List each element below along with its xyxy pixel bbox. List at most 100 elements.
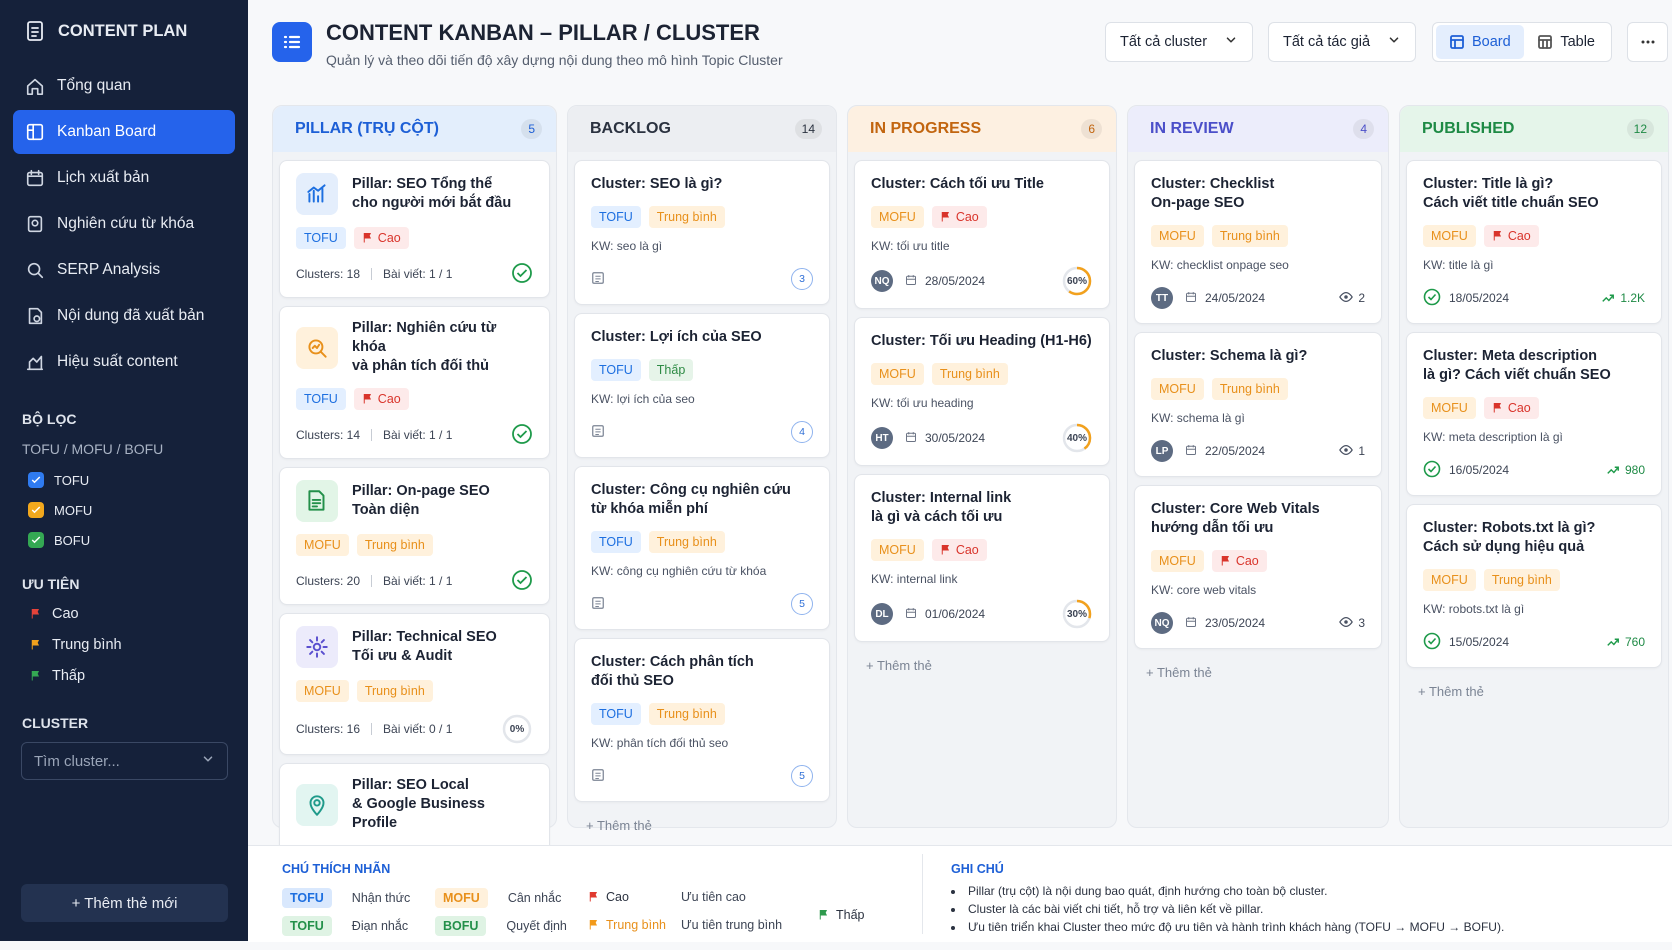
legend-item: TOFU Nhận thức	[282, 888, 410, 908]
checkbox[interactable]	[28, 502, 44, 518]
funnel-filter[interactable]: MOFU	[28, 502, 92, 518]
legend-text: Ưu tiên cao	[681, 890, 746, 904]
kanban-card[interactable]: Cluster: Checklist On-page SEO MOFU Trung …	[1134, 160, 1382, 324]
add-card[interactable]: + Thêm thẻ	[866, 658, 932, 673]
cluster-search[interactable]: Tìm cluster...	[21, 742, 228, 780]
tag: Cao	[931, 539, 987, 561]
kanban-card[interactable]: Cluster: SEO là gì? TOFU Trung bình KW: seo…	[574, 160, 830, 305]
icon	[1538, 35, 1553, 49]
add-card[interactable]: + Thêm thẻ	[1146, 665, 1212, 680]
icon	[31, 536, 41, 544]
ring	[1062, 423, 1092, 453]
card-title: Cluster: Checklist On-page SEO	[1151, 176, 1275, 211]
column-count: 6	[1081, 119, 1102, 139]
card-title: Pillar: SEO Tổng thể cho người mới bắt đ…	[352, 176, 512, 211]
dropdown-label: Tất cả tác giả	[1283, 34, 1371, 50]
card-footer: 4	[591, 418, 813, 446]
tag-label: MOFU	[1159, 382, 1196, 396]
tag-label: MOFU	[1431, 401, 1468, 415]
nav-item[interactable]: Hiệu suất content	[13, 340, 235, 384]
kanban-card[interactable]: Cluster: Lợi ích của SEO TOFU Thấp KW: lợi …	[574, 313, 830, 458]
filter-dropdown[interactable]: Tất cả cluster	[1105, 22, 1253, 62]
nav-item[interactable]: Lịch xuất bản	[13, 156, 235, 200]
card-title: Cluster: Core Web Vitals hướng dẫn tối ư…	[1151, 501, 1320, 536]
checkbox[interactable]	[28, 532, 44, 548]
tag-label: Cao	[1235, 554, 1259, 568]
tag-label: Trung bình	[1219, 382, 1280, 396]
add-card-button[interactable]: + Thêm thẻ mới	[21, 884, 228, 922]
progress-ring: 60%	[1061, 265, 1093, 297]
icon	[1226, 37, 1236, 43]
column-count: 14	[794, 119, 822, 139]
add-card[interactable]: + Thêm thẻ	[1418, 684, 1484, 699]
note-item: Cluster là các bài viết chi tiết, hỗ trợ…	[951, 902, 1263, 916]
funnel-filter[interactable]: TOFU	[28, 472, 89, 488]
icon	[512, 262, 532, 283]
icon	[589, 920, 598, 930]
tag-label: Trung bình	[364, 538, 425, 552]
kanban-card[interactable]: Cluster: Cách phân tích đối thủ SEO TOFU T…	[574, 638, 830, 802]
more-button[interactable]	[1627, 22, 1668, 62]
tag: Cao	[1211, 550, 1267, 572]
tag: MOFU	[1151, 550, 1204, 572]
kanban-card[interactable]: Cluster: Internal link là gì và cách tối…	[854, 474, 1110, 642]
tag: TOFU	[591, 206, 641, 228]
view-button[interactable]: Table	[1524, 25, 1608, 59]
header-icon	[272, 22, 312, 62]
priority-filter[interactable]: Trung bình	[30, 637, 122, 653]
card-tags: MOFU Trung bình	[871, 363, 1093, 385]
kanban-card[interactable]: Pillar: On-page SEO Toàn diện MOFU Trung b…	[279, 467, 550, 605]
pillar-icon	[296, 626, 338, 668]
cluster-count: Clusters: 18	[296, 267, 361, 281]
tag: TOFU	[591, 531, 641, 553]
card-date: 30/05/2024	[925, 431, 986, 445]
kanban-card[interactable]: Cluster: Công cụ nghiên cứu từ khóa miễn…	[574, 466, 830, 630]
nav-item[interactable]: Nội dung đã xuất bản	[13, 294, 235, 338]
footer-right: 3	[1339, 615, 1365, 632]
kanban-card[interactable]: Pillar: Technical SEO Tối ưu & Audit MOFU…	[279, 613, 550, 755]
legend-tag-label: Trung bình	[606, 918, 666, 932]
kanban-card[interactable]: Pillar: Nghiên cứu từ khóa và phân tích …	[279, 306, 550, 459]
priority-filter[interactable]: Cao	[30, 606, 79, 622]
tag-label: Trung bình	[656, 210, 717, 224]
funnel-filter[interactable]: BOFU	[28, 532, 90, 548]
nav-item[interactable]: Nghiên cứu từ khóa	[13, 202, 235, 246]
nav-item[interactable]: Kanban Board	[13, 110, 235, 154]
kanban-column: PUBLISHED 12 Cluster: Title là gì? Cách vi…	[1399, 105, 1669, 828]
card-head: Pillar: Technical SEO Tối ưu & Audit	[296, 626, 533, 668]
tag-label: TOFU	[599, 707, 633, 721]
kanban-column: PILLAR (TRỤ CỘT) 5 Pillar: SEO Tổng thể ch…	[272, 105, 557, 942]
card-head: Pillar: SEO Tổng thể cho người mới bắt đ…	[296, 173, 533, 215]
done-icon	[511, 262, 533, 287]
filter-dropdown[interactable]: Tất cả tác giả	[1268, 22, 1416, 62]
add-card[interactable]: + Thêm thẻ	[586, 818, 652, 833]
calendar-icon	[905, 274, 917, 289]
nav-item[interactable]: Tổng quan	[13, 64, 235, 108]
card-tags: MOFU Trung bình	[296, 534, 533, 556]
nav-label: SERP Analysis	[57, 261, 161, 278]
kanban-card[interactable]: Cluster: Core Web Vitals hướng dẫn tối ư…	[1134, 485, 1382, 649]
task-count: 3	[791, 268, 813, 290]
checkbox[interactable]	[28, 472, 44, 488]
legend-title: CHÚ THÍCH NHÃN	[282, 862, 391, 876]
kanban-card[interactable]: Cluster: Cách tối ưu Title MOFU Cao KW: tối…	[854, 160, 1110, 309]
card-keyword: KW: seo là gì	[591, 239, 663, 253]
kanban-card[interactable]: Cluster: Robots.txt là gì? Cách sử dụng …	[1406, 504, 1662, 668]
kanban-card[interactable]: Cluster: Meta description là gì? Cách vi…	[1406, 332, 1662, 496]
view-button[interactable]: Board	[1436, 25, 1524, 59]
priority-filter[interactable]: Thấp	[30, 668, 85, 684]
funnel-label: TOFU	[54, 472, 90, 488]
chevron	[201, 752, 215, 770]
tag-label: Trung bình	[939, 367, 1000, 381]
kanban-card[interactable]: Cluster: Tối ưu Heading (H1-H6) MOFU Trung…	[854, 317, 1110, 466]
legend-tag-label: Cao	[606, 890, 629, 904]
progress-ring: 40%	[1061, 422, 1093, 454]
view-count: 3	[1358, 616, 1365, 630]
kanban-card[interactable]: Cluster: Schema là gì? MOFU Trung bình KW: …	[1134, 332, 1382, 477]
column-count: 4	[1353, 119, 1374, 139]
note-item: Ưu tiên triển khai Cluster theo mức độ ư…	[951, 920, 1504, 934]
footer-right	[511, 262, 533, 287]
kanban-card[interactable]: Pillar: SEO Tổng thể cho người mới bắt đ…	[279, 160, 550, 298]
nav-item[interactable]: SERP Analysis	[13, 248, 235, 292]
kanban-card[interactable]: Cluster: Title là gì? Cách viết title ch…	[1406, 160, 1662, 324]
